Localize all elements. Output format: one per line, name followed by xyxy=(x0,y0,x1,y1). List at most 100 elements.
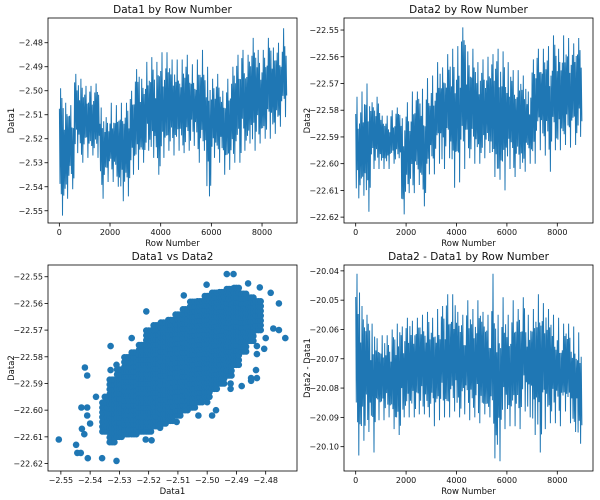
series-line xyxy=(58,28,288,216)
scatter-point xyxy=(203,281,210,289)
x-tick-label: −2.49 xyxy=(224,476,249,485)
x-tick-label: 8000 xyxy=(252,228,272,237)
plot-area xyxy=(58,28,288,216)
y-tick-label: −2.49 xyxy=(18,63,43,72)
y-tick-label: −2.53 xyxy=(18,159,43,168)
x-tick-label: −2.48 xyxy=(253,476,278,485)
y-tick-label: −20.06 xyxy=(309,325,339,334)
scatter-point xyxy=(256,284,264,291)
scatter-point xyxy=(275,300,283,307)
scatter-point xyxy=(143,308,150,315)
scatter-point xyxy=(206,393,213,401)
scatter-point xyxy=(72,441,80,449)
y-tick-label: −22.60 xyxy=(13,406,43,415)
scatter-point xyxy=(83,412,91,419)
scatter-point xyxy=(235,361,243,369)
scatter-point xyxy=(257,307,265,315)
x-tick-label: 4000 xyxy=(151,228,171,237)
scatter-point xyxy=(275,326,283,334)
x-tick-label: 0 xyxy=(57,228,62,237)
scatter-point xyxy=(247,377,255,385)
x-axis-label: Row Number xyxy=(145,239,200,249)
x-tick-label: 2000 xyxy=(396,228,416,237)
scatter-point xyxy=(156,424,164,432)
y-axis-label: Data2 xyxy=(303,108,313,134)
scatter-point xyxy=(78,404,85,411)
y-tick-label: −22.56 xyxy=(13,299,43,308)
x-tick-label: 4000 xyxy=(446,228,466,237)
scatter-point xyxy=(282,334,289,342)
plot-area xyxy=(55,270,289,465)
scatter-point xyxy=(147,428,155,435)
y-tick-label: −20.08 xyxy=(309,384,339,393)
plot-area xyxy=(355,273,583,462)
y-tick-label: −22.55 xyxy=(13,273,43,282)
y-tick-label: −22.59 xyxy=(309,133,339,142)
y-tick-label: −20.07 xyxy=(309,355,339,364)
scatter-point xyxy=(81,430,88,438)
y-tick-label: −2.55 xyxy=(18,207,43,216)
y-tick-label: −20.09 xyxy=(309,413,339,422)
x-tick-label: 0 xyxy=(353,228,358,237)
x-tick-label: 6000 xyxy=(497,228,517,237)
scatter-point xyxy=(78,425,86,433)
scatter-point xyxy=(77,449,85,457)
y-tick-label: −2.52 xyxy=(18,135,43,144)
axes-frame xyxy=(343,264,594,472)
scatter-point xyxy=(253,342,261,350)
scatter-point xyxy=(191,404,199,411)
chart-title: Data2 by Row Number xyxy=(409,4,528,16)
y-axis-label: Data1 xyxy=(7,108,17,134)
scatter-point xyxy=(250,332,257,340)
scatter-point xyxy=(242,343,250,351)
scatter-point xyxy=(257,317,265,324)
scatter-point xyxy=(257,312,265,320)
y-tick-label: −2.48 xyxy=(18,39,43,48)
scatter-point xyxy=(230,270,237,278)
axes-frame xyxy=(47,264,298,472)
x-tick-label: 2000 xyxy=(396,476,416,485)
scatter-point xyxy=(257,326,265,334)
x-tick-label: −2.51 xyxy=(166,476,191,485)
scatter-point xyxy=(113,361,120,369)
scatter-point xyxy=(244,280,252,287)
subplot-3: −2.55 −2.54 −2.53 −2.52 −2.51 −2.50 −2.49 −2.48… xyxy=(7,251,298,497)
y-tick-label: −22.56 xyxy=(309,53,339,62)
scatter-point xyxy=(242,348,250,355)
y-tick-label: −22.55 xyxy=(309,26,339,35)
subplot-2: 0 2000 4000 6000 8000 −22.55 −22.56 −22.57 −22.5… xyxy=(303,4,594,249)
scatter-point xyxy=(142,436,149,443)
scatter-point xyxy=(113,457,120,465)
x-axis-label: Row Number xyxy=(441,239,496,249)
y-tick-label: −20.05 xyxy=(309,296,339,305)
scatter-point xyxy=(84,454,92,462)
scatter-point xyxy=(250,337,257,345)
scatter-point xyxy=(83,372,91,379)
scatter-point xyxy=(252,366,260,374)
scatter-point xyxy=(177,412,184,419)
scatter-point xyxy=(228,372,235,379)
scatter-point xyxy=(223,270,231,278)
scatter-point xyxy=(212,406,220,414)
x-tick-label: −2.55 xyxy=(49,476,74,485)
scatter-point xyxy=(98,454,106,462)
y-tick-label: −22.62 xyxy=(309,213,339,222)
scatter-point xyxy=(257,322,265,329)
subplot-4: 0 2000 4000 6000 8000 −20.04 −20.05 −20.06 −20.0… xyxy=(303,251,594,497)
y-tick-label: −2.51 xyxy=(18,111,43,120)
scatter-point xyxy=(257,298,265,305)
x-axis-label: Row Number xyxy=(441,487,496,497)
scatter-point xyxy=(107,342,114,350)
scatter-point xyxy=(257,302,265,310)
x-axis-label: Data1 xyxy=(160,487,186,497)
scatter-point xyxy=(180,292,188,299)
scatter-point xyxy=(235,284,243,292)
scatter-point xyxy=(92,393,100,401)
scatter-point xyxy=(235,356,243,364)
y-tick-label: −2.54 xyxy=(18,183,43,192)
y-tick-label: −22.57 xyxy=(13,326,43,335)
y-tick-label: −2.50 xyxy=(18,87,43,96)
scatter-point xyxy=(227,380,234,387)
axes-frame xyxy=(343,17,594,224)
